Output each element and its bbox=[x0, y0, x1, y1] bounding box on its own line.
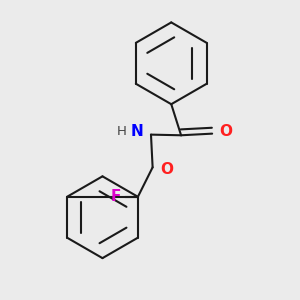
Text: F: F bbox=[110, 189, 121, 204]
Text: O: O bbox=[219, 124, 232, 139]
Text: O: O bbox=[160, 163, 173, 178]
Text: N: N bbox=[131, 124, 144, 139]
Text: H: H bbox=[117, 125, 126, 138]
